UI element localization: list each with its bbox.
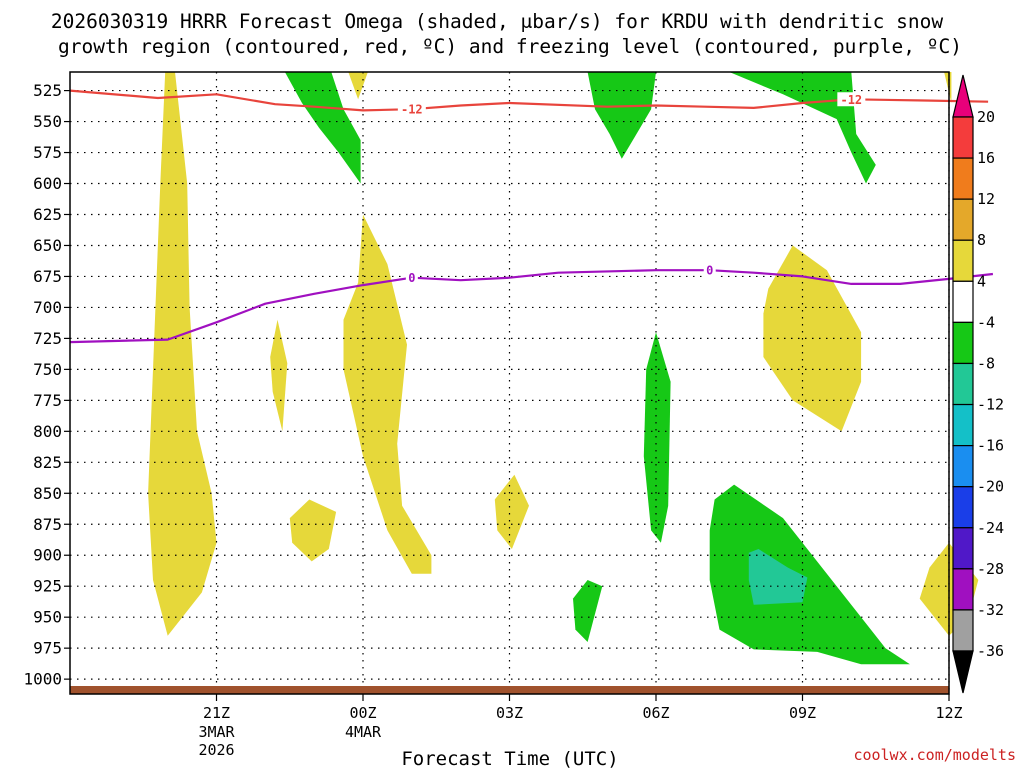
y-tick-label: 875 (33, 515, 62, 534)
x-tick-label: 03Z (496, 704, 523, 722)
x-tick-label: 09Z (789, 704, 816, 722)
colorbar-bin (952, 486, 974, 529)
y-tick-label: 675 (33, 267, 62, 286)
y-tick-label: 850 (33, 484, 62, 503)
colorbar-bin (952, 609, 974, 652)
colorbar-tick-label: -36 (977, 642, 1004, 660)
x-tick-date: 4MAR (345, 723, 382, 741)
omega-region-yellow-col-1 (148, 72, 217, 636)
omega-region-green-col-1 (284, 72, 361, 184)
y-axis: 525 550 575 600 625 650 675 700 725 750 775 800 825 8… (23, 81, 70, 689)
omega-region-green-col-2 (587, 72, 656, 159)
y-tick-label: 650 (33, 236, 62, 255)
y-tick-label: 825 (33, 453, 62, 472)
omega-region-yellow-col-4 (343, 214, 432, 574)
y-tick-label: 525 (33, 81, 62, 100)
y-tick-label: 725 (33, 329, 62, 348)
omega-region-green-blob-5 (573, 580, 603, 642)
y-tick-label: 550 (33, 112, 62, 131)
colorbar-bin (952, 362, 974, 406)
colorbar-tick-label: -12 (977, 396, 1004, 414)
omega-region-yellow-blob-2 (270, 319, 288, 432)
x-axis-label: Forecast Time (UTC) (401, 748, 618, 768)
x-tick-label: 12Z (935, 704, 962, 722)
colorbar-bin (952, 527, 974, 570)
omega-region-green-blob-6 (709, 484, 910, 665)
contour-label-bg (405, 270, 418, 285)
y-tick-label: 900 (33, 546, 62, 565)
colorbar: 20 16 12 8 4 -4 -8 -12 -16 -20 -24 -28 -32 -36 (952, 74, 1004, 694)
contour-label-bg (703, 263, 716, 278)
colorbar-top-arrow (952, 74, 974, 118)
contour-label: -12 (401, 103, 423, 117)
dgz-minus12-line (69, 89, 989, 112)
colorbar-tick-label: -16 (977, 437, 1004, 455)
omega-region-yellow-blob-3 (289, 499, 337, 562)
y-tick-label: 750 (33, 360, 62, 379)
y-tick-label: 950 (33, 608, 62, 627)
colorbar-tick-label: -28 (977, 560, 1004, 578)
contour-label: 0 (408, 271, 415, 285)
x-tick-label: 21Z (203, 704, 230, 722)
colorbar-tick-label: -4 (977, 313, 995, 331)
colorbar-tick-label: -32 (977, 601, 1004, 619)
y-tick-label: 975 (33, 639, 62, 658)
colorbar-bin (952, 280, 974, 323)
x-tick-label: 06Z (642, 704, 669, 722)
x-tick-label: 00Z (349, 704, 376, 722)
colorbar-bin (952, 239, 974, 282)
colorbar-tick-label: 20 (977, 108, 995, 126)
y-tick-label: 1000 (23, 670, 62, 689)
colorbar-bin (952, 568, 974, 611)
colorbar-tick-label: 4 (977, 272, 986, 290)
chart-title-line2: growth region (contoured, red, ºC) and f… (58, 35, 962, 58)
y-tick-label: 575 (33, 143, 62, 162)
credit-text[interactable]: coolwx.com/modelts (853, 746, 1016, 764)
y-tick-label: 925 (33, 577, 62, 596)
colorbar-bin (952, 116, 974, 159)
x-tick-date: 3MAR (198, 723, 235, 741)
omega-region-yellow-top-9 (348, 72, 368, 100)
x-tick-year: 2026 (198, 741, 234, 759)
omega-region-teal-blob-7 (748, 549, 808, 605)
y-tick-label: 800 (33, 422, 62, 441)
omega-region-yellow-blob-5 (494, 474, 529, 549)
y-tick-label: 775 (33, 391, 62, 410)
colorbar-tick-label: 16 (977, 149, 995, 167)
freezing-level-line (69, 269, 994, 344)
colorbar-bin (952, 403, 974, 447)
chart-title-line1: 2026030319 HRRR Forecast Omega (shaded, … (51, 10, 943, 33)
colorbar-tick-label: 12 (977, 190, 995, 208)
contour-label: -12 (840, 93, 862, 107)
colorbar-tick-label: -24 (977, 519, 1004, 537)
ground-strip (70, 686, 949, 694)
contour-label-bg (397, 102, 426, 117)
colorbar-bin (952, 321, 974, 365)
colorbar-tick-label: -8 (977, 354, 995, 372)
colorbar-bin (952, 198, 974, 241)
contour-label-bg (837, 92, 866, 107)
contour-label: 0 (706, 264, 713, 278)
colorbar-bin (952, 157, 974, 200)
contour-layer: -12 -12 0 0 (69, 89, 994, 344)
y-tick-label: 600 (33, 174, 62, 193)
y-tick-label: 625 (33, 205, 62, 224)
colorbar-bottom-arrow (952, 650, 974, 694)
omega-region-green-col-4 (643, 332, 671, 543)
colorbar-tick-label: 8 (977, 231, 986, 249)
y-tick-label: 700 (33, 298, 62, 317)
colorbar-bin (952, 445, 974, 488)
colorbar-tick-label: -20 (977, 478, 1004, 496)
